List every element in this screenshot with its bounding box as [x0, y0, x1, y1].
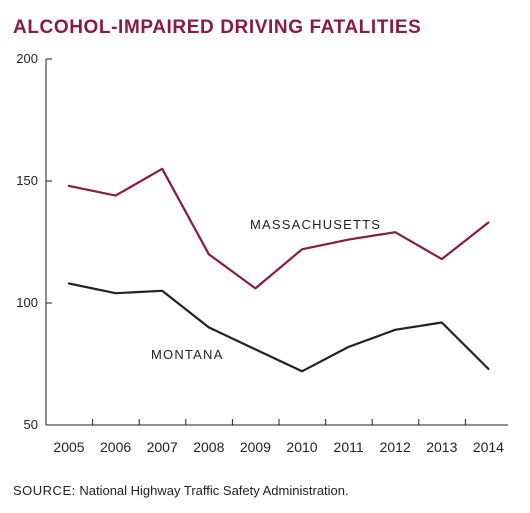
x-tick-label: 2009 [240, 439, 271, 455]
axes [45, 59, 508, 426]
source-prefix: SOURCE: [13, 483, 76, 498]
source-text: National Highway Traffic Safety Administ… [75, 483, 349, 498]
x-tick-label: 2007 [147, 439, 178, 455]
series-label-montana: MONTANA [151, 347, 223, 362]
x-tick-label: 2008 [193, 439, 224, 455]
x-axis-ticks: 2005 2006 2007 2008 2009 2010 2011 2012 2013 2014 [53, 419, 504, 455]
x-tick-label: 2014 [473, 439, 504, 455]
chart-title: ALCOHOL-IMPAIRED DRIVING FATALITIES [13, 17, 422, 38]
line-chart: 50 100 150 200 2005 2006 2007 2008 2009 2010 2011… [16, 51, 508, 455]
x-tick-label: 2013 [426, 439, 457, 455]
y-tick-label: 150 [16, 173, 38, 188]
x-tick-label: 2006 [100, 439, 131, 455]
series-labels: MASSACHUSETTS MONTANA [151, 217, 381, 362]
x-tick-label: 2005 [53, 439, 84, 455]
x-tick-label: 2012 [380, 439, 411, 455]
source-note: SOURCE: National Highway Traffic Safety … [13, 483, 349, 498]
x-tick-label: 2010 [286, 439, 317, 455]
series-line-montana [67, 282, 490, 373]
y-tick-label: 50 [24, 417, 38, 432]
y-tick-label: 200 [16, 51, 38, 66]
series-lines [67, 167, 490, 373]
y-axis-ticks: 50 100 150 200 [16, 51, 52, 432]
x-tick-label: 2011 [334, 439, 364, 455]
series-line-massachusetts [67, 167, 490, 290]
series-label-massachusetts: MASSACHUSETTS [250, 217, 381, 232]
y-tick-label: 100 [16, 295, 38, 310]
